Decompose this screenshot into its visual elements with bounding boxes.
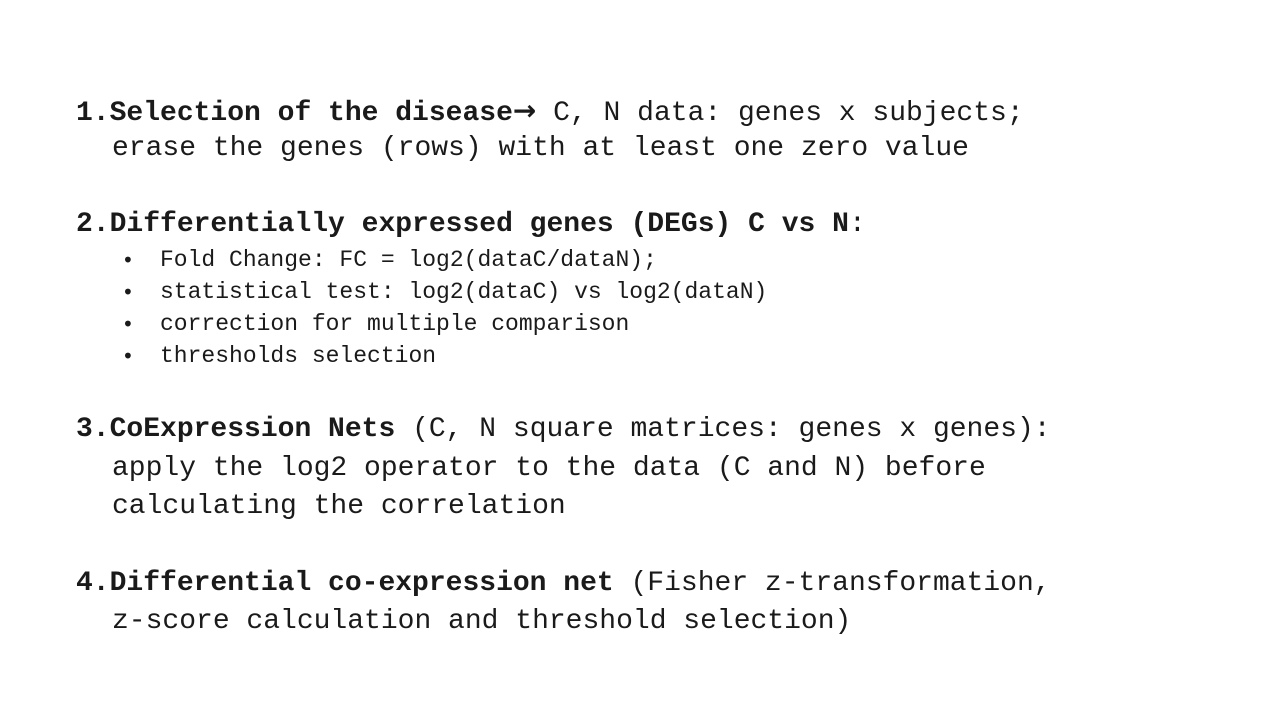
item2-number: 2. (76, 209, 110, 240)
bullet-icon: • (122, 280, 134, 304)
arrow-right-icon: → (512, 94, 537, 127)
bullet-text: statistical test: log2(dataC) vs log2(da… (160, 279, 768, 305)
list-item: • Fold Change: FC = log2(dataC/dataN); (120, 244, 767, 276)
item3-number: 3. (76, 414, 110, 445)
item1-heading: Selection of the disease (109, 98, 513, 129)
item1-line1: 1.Selection of the disease→ C, N data: g… (76, 92, 1024, 133)
bullet-icon: • (122, 312, 134, 336)
bullet-icon: • (122, 248, 134, 272)
bullet-text: Fold Change: FC = log2(dataC/dataN); (160, 247, 657, 273)
item1-line2: erase the genes (rows) with at least one… (112, 133, 969, 164)
item4-number: 4. (76, 568, 110, 599)
item4-line1-text: (Fisher z-transformation, (613, 568, 1051, 599)
item1-number: 1. (76, 98, 110, 129)
item1-line1-text: C, N data: genes x subjects; (536, 98, 1024, 129)
item3-heading: CoExpression Nets (109, 414, 396, 445)
item4-line1: 4.Differential co-expression net (Fisher… (76, 565, 1051, 603)
item3-line1: 3.CoExpression Nets (C, N square matrice… (76, 411, 1051, 449)
list-item: • correction for multiple comparison (120, 308, 767, 340)
bullet-text: thresholds selection (160, 343, 437, 369)
item2-colon: : (848, 209, 866, 240)
item2-bullet-list: • Fold Change: FC = log2(dataC/dataN); • s… (120, 244, 767, 372)
item3-line2: apply the log2 operator to the data (C a… (112, 453, 986, 484)
item3-line1-text: (C, N square matrices: genes x genes): (395, 414, 1051, 445)
bullet-icon: • (122, 344, 134, 368)
item4-heading: Differential co-expression net (109, 568, 614, 599)
item2-heading: Differentially expressed genes (DEGs) C … (109, 209, 849, 240)
item4-line2: z-score calculation and threshold select… (112, 606, 852, 637)
list-item: • thresholds selection (120, 340, 767, 372)
bullet-text: correction for multiple comparison (160, 311, 630, 337)
item2-line1: 2.Differentially expressed genes (DEGs) … (76, 206, 866, 244)
item3-line3: calculating the correlation (112, 491, 566, 522)
list-item: • statistical test: log2(dataC) vs log2(d… (120, 276, 767, 308)
